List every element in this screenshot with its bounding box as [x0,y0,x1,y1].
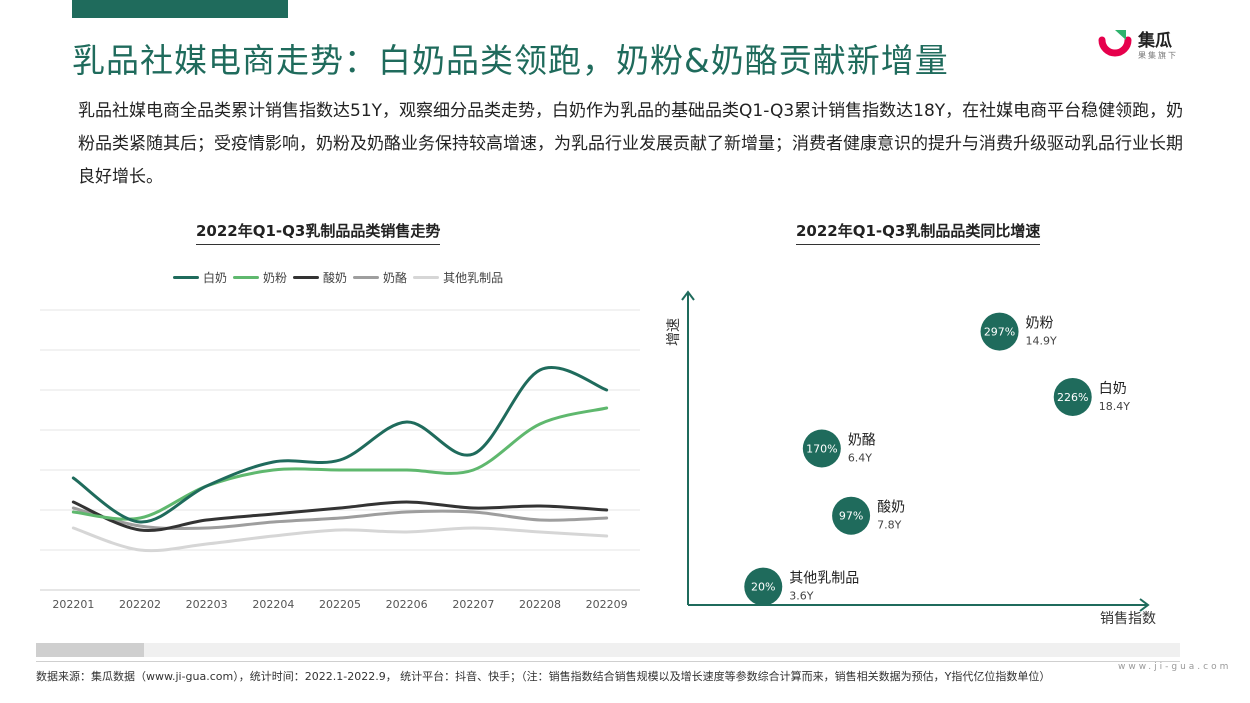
bubble-point-白奶[interactable]: 226% 白奶 18.4Y [1053,377,1130,416]
bubble-category-label: 酸奶 [877,500,905,516]
x-tick-label: 202207 [452,598,494,611]
x-tick-label: 202208 [519,598,561,611]
bubble-growth-label: 170% [806,443,837,456]
bubble-category-label: 奶粉 [1026,316,1054,332]
x-tick-label: 202204 [252,598,294,611]
brand-logo[interactable]: 集瓜 果集旗下 [1098,24,1208,64]
bubble-value-label: 7.8Y [877,519,901,532]
footer-progress-fill [36,643,144,657]
line-chart-title: 2022年Q1-Q3乳制品品类销售走势 [196,220,441,245]
bubble-category-label: 白奶 [1099,381,1127,397]
bubble-point-奶酪[interactable]: 170% 奶酪 6.4Y [802,429,876,468]
bubble-growth-label: 226% [1057,391,1088,404]
legend-label: 其他乳制品 [443,271,504,285]
bubble-circle [980,312,1019,351]
line-chart: 202201 202202 202203 202204 202205 202206 2022… [40,309,640,611]
y-axis-arrow-icon [681,290,695,301]
bubble-circle [832,496,871,535]
x-axis-arrow-icon [1139,598,1150,612]
brand-name: 集瓜 [1138,31,1172,51]
footer-divider [36,661,1180,662]
legend-label: 奶粉 [263,271,288,285]
x-tick-label: 202203 [186,598,228,611]
legend-item[interactable]: 其他乳制品 [413,269,503,286]
legend-item[interactable]: 白奶 [173,269,227,286]
x-tick-label: 202206 [386,598,428,611]
series-line-奶粉 [71,406,609,521]
jigua-logo-icon [1098,30,1132,57]
series-line-白奶 [71,366,609,524]
bubble-value-label: 6.4Y [848,452,872,465]
bubble-circle [1053,377,1092,416]
intro-paragraph: 乳品社媒电商全品类累计销售指数达51Y，观察细分品类走势，白奶作为乳品的基础品类… [78,101,1184,187]
x-tick-label: 202201 [52,598,94,611]
series-line-奶酪 [71,506,609,531]
bubble-y-axis-label: 增速 [666,318,682,346]
bubble-growth-label: 97% [839,510,863,523]
legend-item[interactable]: 奶粉 [233,269,287,286]
page-title: 乳品社媒电商走势：白奶品类领跑，奶粉&奶酪贡献新增量 [72,41,949,80]
bubble-value-label: 18.4Y [1099,400,1130,413]
bubble-point-奶粉[interactable]: 297% 奶粉 14.9Y [980,312,1057,351]
bubble-point-酸奶[interactable]: 97% 酸奶 7.8Y [832,496,905,535]
legend-label: 白奶 [203,271,228,285]
brand-slogan: 果集旗下 [1138,51,1178,60]
footer-source: 数据来源：集瓜数据（www.ji-gua.com），统计时间：2022.1-20… [36,670,1051,683]
top-accent-bar [72,0,288,18]
legend-swatch [353,276,380,279]
bubble-growth-label: 297% [984,326,1015,339]
bubble-value-label: 3.6Y [789,590,813,603]
bubble-chart-title: 2022年Q1-Q3乳制品品类同比增速 [796,220,1041,245]
bubble-point-其他乳制品[interactable]: 20% 其他乳制品 3.6Y [744,567,859,606]
bubble-circle [802,429,841,468]
legend-item[interactable]: 奶酪 [353,269,407,286]
legend-swatch [233,276,260,279]
legend-swatch [413,276,440,279]
bubble-category-label: 其他乳制品 [789,571,859,587]
legend-label: 奶酪 [383,271,408,285]
series-line-其他乳制品 [71,526,609,553]
legend-swatch [293,276,320,279]
x-tick-label: 202202 [119,598,161,611]
footer-progress-bar [36,643,1180,657]
footer-url[interactable]: www.ji-gua.com [1118,662,1232,672]
bubble-category-label: 奶酪 [848,433,876,449]
series-line-酸奶 [71,500,609,533]
legend-item[interactable]: 酸奶 [293,269,347,286]
bubble-value-label: 14.9Y [1026,335,1057,348]
bubble-circle [744,567,783,606]
line-chart-legend: 白奶 奶粉 酸奶 奶酪 其他乳制品 [173,269,509,286]
bubble-x-axis-label: 销售指数 [1100,611,1156,627]
legend-swatch [173,276,199,279]
x-tick-label: 202205 [319,598,361,611]
legend-label: 酸奶 [323,271,348,285]
bubble-growth-label: 20% [751,581,775,594]
x-tick-label: 202209 [586,598,628,611]
